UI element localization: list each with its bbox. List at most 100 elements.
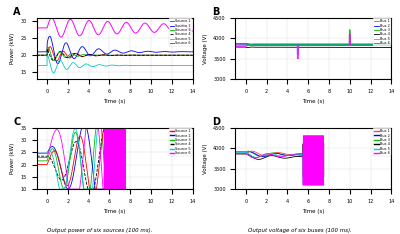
Line: Source 3: Source 3 <box>37 47 192 61</box>
Bus 4 <box>361 46 366 49</box>
Source 4 <box>94 55 99 57</box>
Y-axis label: Voltage (V): Voltage (V) <box>203 33 208 64</box>
Bus 6 <box>290 153 294 156</box>
Bus 4 <box>293 46 298 49</box>
X-axis label: Time (s): Time (s) <box>104 99 126 104</box>
Line: Source 6: Source 6 <box>37 128 125 189</box>
Source 2 <box>52 53 57 56</box>
Line: Source 1: Source 1 <box>37 128 125 189</box>
Line: Bus 5: Bus 5 <box>236 136 324 185</box>
Source 6 <box>187 29 192 32</box>
Source 6 <box>62 32 66 35</box>
Bus 3 <box>233 42 238 45</box>
Bus 4 <box>350 46 354 49</box>
Source 5 <box>45 54 50 57</box>
Y-axis label: Power (kW): Power (kW) <box>10 143 15 174</box>
Bus 6 <box>350 44 354 47</box>
Bus 1 <box>245 42 250 45</box>
Source 4 <box>45 48 50 51</box>
Source 1 <box>34 163 39 166</box>
Source 6 <box>34 156 39 159</box>
Source 3 <box>94 54 99 56</box>
Source 6 <box>170 30 175 33</box>
Bus 4 <box>233 153 238 155</box>
Text: C: C <box>13 117 20 127</box>
Bus 3 <box>241 150 246 153</box>
Bus 3 <box>347 29 352 31</box>
Source 3 <box>46 46 50 49</box>
Y-axis label: Power (kW): Power (kW) <box>10 33 15 64</box>
Source 1 <box>52 57 57 59</box>
Bus 3 <box>290 153 294 156</box>
Source 4 <box>34 155 39 157</box>
Source 4 <box>187 54 192 57</box>
Bus 1 <box>233 153 238 155</box>
Source 6 <box>59 36 64 39</box>
Source 1 <box>170 54 175 57</box>
X-axis label: Time (s): Time (s) <box>104 209 126 214</box>
Bus 6 <box>295 57 300 60</box>
Source 2 <box>101 51 106 54</box>
Source 6 <box>52 21 57 24</box>
Line: Bus 6: Bus 6 <box>236 34 391 59</box>
Line: Bus 6: Bus 6 <box>236 136 324 185</box>
Source 5 <box>51 72 56 74</box>
Bus 3 <box>361 43 366 46</box>
Line: Bus 4: Bus 4 <box>236 144 324 177</box>
Source 2 <box>34 152 39 155</box>
Source 3 <box>190 54 195 57</box>
Bus 5 <box>293 44 298 47</box>
Source 6 <box>34 26 39 29</box>
Bus 5 <box>248 44 253 46</box>
Source 2 <box>94 48 99 51</box>
Bus 6 <box>261 44 266 47</box>
Source 3 <box>52 59 57 62</box>
Line: Source 5: Source 5 <box>37 128 125 189</box>
Source 3 <box>34 54 39 57</box>
Source 3 <box>62 55 66 58</box>
Source 5 <box>187 64 192 67</box>
Source 1 <box>62 50 66 53</box>
Legend: Source 1, Source 2, Source 3, Source 4, Source 5, Source 6: Source 1, Source 2, Source 3, Source 4, … <box>169 128 192 156</box>
Source 5 <box>94 64 99 67</box>
Source 6 <box>49 17 54 19</box>
Bus 2 <box>290 154 294 157</box>
Source 5 <box>42 152 47 155</box>
Text: D: D <box>212 117 220 127</box>
Source 3 <box>34 160 39 162</box>
Source 4 <box>170 54 175 57</box>
Y-axis label: Voltage (V): Voltage (V) <box>203 143 208 174</box>
Bus 1 <box>334 43 339 45</box>
Bus 6 <box>292 44 297 47</box>
Bus 1 <box>233 43 238 45</box>
Bus 4 <box>334 46 339 49</box>
Source 5 <box>190 64 195 67</box>
Source 1 <box>187 54 192 57</box>
Bus 6 <box>389 44 394 47</box>
Source 4 <box>101 53 106 56</box>
Source 5 <box>34 64 39 67</box>
Bus 5 <box>389 44 394 47</box>
Bus 1 <box>262 43 266 45</box>
Bus 2 <box>244 43 248 45</box>
Bus 5 <box>241 151 246 154</box>
Bus 6 <box>334 44 339 47</box>
Source 6 <box>91 126 96 129</box>
Line: Bus 3: Bus 3 <box>236 144 324 177</box>
Source 5 <box>34 152 39 155</box>
Source 1 <box>34 54 39 57</box>
Line: Source 2: Source 2 <box>37 128 125 189</box>
Text: A: A <box>13 7 21 17</box>
Bus 5 <box>334 44 339 47</box>
Legend: Bus 1, Bus 2, Bus 3, Bus 4, Bus 5, Bus 6: Bus 1, Bus 2, Bus 3, Bus 4, Bus 5, Bus 6 <box>374 18 391 46</box>
Bus 3 <box>350 43 354 46</box>
Source 6 <box>101 26 106 29</box>
Line: Bus 3: Bus 3 <box>236 30 391 45</box>
Source 6 <box>42 156 47 159</box>
Source 5 <box>101 64 106 67</box>
Source 3 <box>91 157 96 160</box>
Source 2 <box>91 171 96 174</box>
Line: Source 2: Source 2 <box>37 36 192 64</box>
Source 2 <box>34 50 39 53</box>
Source 4 <box>52 58 57 61</box>
